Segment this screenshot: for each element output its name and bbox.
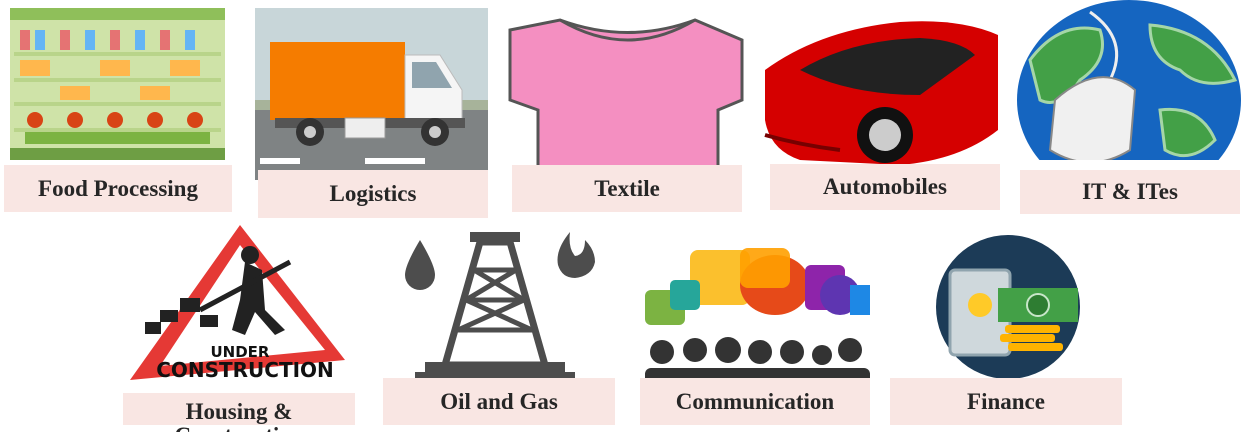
oil-rig <box>405 232 595 384</box>
t-shirt <box>508 18 744 177</box>
label-text: Textile <box>594 175 660 201</box>
label-text: Logistics <box>329 181 417 206</box>
food-shelves <box>10 8 225 160</box>
label-text: Automobiles <box>823 174 947 199</box>
tile-label: Automobiles <box>770 164 1000 210</box>
tile-label: Housing & Construction <box>123 393 355 432</box>
truck <box>255 8 488 180</box>
construction-sign: UNDER CONSTRUCTION <box>130 225 345 382</box>
label-text: Communication <box>675 388 835 414</box>
label-text: Food Processing <box>38 175 198 201</box>
tile-label: IT & ITes <box>1020 170 1240 214</box>
globe-mouse <box>1017 0 1241 200</box>
label-text: Oil and Gas <box>440 388 558 414</box>
tile-label: Oil and Gas <box>383 378 615 425</box>
speech-bubbles <box>637 232 870 385</box>
tile-label: Textile <box>512 165 742 212</box>
car <box>764 21 998 165</box>
svg-text:UNDER: UNDER <box>211 343 270 361</box>
svg-text:CONSTRUCTION: CONSTRUCTION <box>156 358 334 382</box>
tile-label: Finance <box>890 378 1122 425</box>
label-text: Housing & Construction <box>174 399 303 432</box>
label-text: IT & ITes <box>1082 179 1178 204</box>
finance-icon <box>936 235 1080 379</box>
tile-label: Food Processing <box>4 165 232 212</box>
tile-label: Communication <box>640 378 870 425</box>
label-text: Finance <box>967 388 1045 414</box>
tile-label: Logistics <box>258 170 488 218</box>
